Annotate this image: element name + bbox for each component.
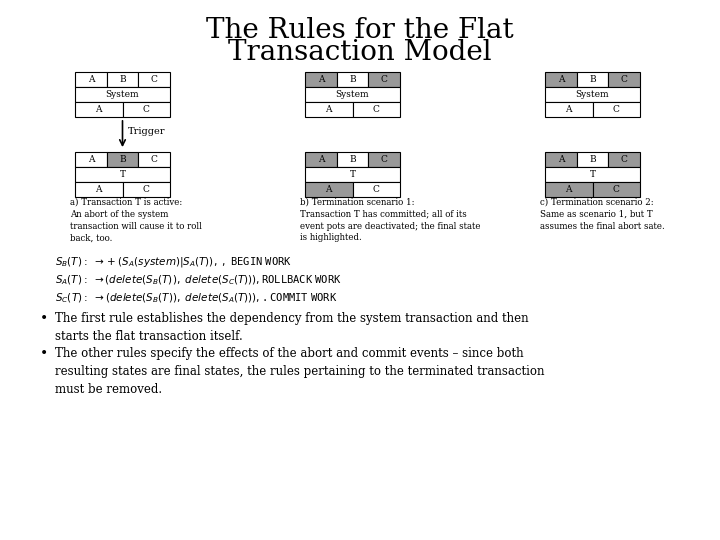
Text: B: B	[120, 75, 126, 84]
FancyBboxPatch shape	[545, 152, 577, 167]
Text: C: C	[150, 75, 158, 84]
Text: C: C	[613, 185, 620, 194]
FancyBboxPatch shape	[545, 102, 593, 117]
Text: A: A	[557, 75, 564, 84]
Text: Transaction Model: Transaction Model	[228, 38, 492, 65]
FancyBboxPatch shape	[122, 182, 170, 197]
Text: B: B	[120, 155, 126, 164]
FancyBboxPatch shape	[75, 72, 107, 87]
FancyBboxPatch shape	[138, 152, 170, 167]
FancyBboxPatch shape	[545, 167, 640, 182]
FancyBboxPatch shape	[577, 152, 608, 167]
FancyBboxPatch shape	[353, 182, 400, 197]
FancyBboxPatch shape	[75, 167, 170, 182]
Text: C: C	[373, 185, 379, 194]
FancyBboxPatch shape	[337, 152, 369, 167]
FancyBboxPatch shape	[545, 87, 640, 102]
Text: B: B	[349, 155, 356, 164]
FancyBboxPatch shape	[107, 152, 138, 167]
FancyBboxPatch shape	[608, 72, 640, 87]
Text: T: T	[349, 170, 356, 179]
Text: The Rules for the Flat: The Rules for the Flat	[206, 17, 514, 44]
Text: A: A	[325, 185, 332, 194]
Text: A: A	[96, 185, 102, 194]
Text: T: T	[120, 170, 125, 179]
Text: C: C	[621, 155, 628, 164]
Text: A: A	[325, 105, 332, 114]
Text: A: A	[88, 75, 94, 84]
Text: •: •	[40, 347, 48, 361]
FancyBboxPatch shape	[122, 102, 170, 117]
FancyBboxPatch shape	[369, 72, 400, 87]
Text: C: C	[381, 155, 387, 164]
Text: $S_B(T):\ \rightarrow +(S_A(system)|S_A(T)),\ ,\ \mathtt{BEGIN\ WORK}$: $S_B(T):\ \rightarrow +(S_A(system)|S_A(…	[55, 255, 292, 269]
FancyBboxPatch shape	[593, 182, 640, 197]
Text: A: A	[318, 155, 324, 164]
Text: $S_A(T):\ \rightarrow (delete(S_B(T)),\ delete(S_C(T))),\mathtt{ROLLBACK\ WORK}$: $S_A(T):\ \rightarrow (delete(S_B(T)),\ …	[55, 273, 341, 287]
FancyBboxPatch shape	[305, 167, 400, 182]
Text: C: C	[373, 105, 379, 114]
Text: A: A	[557, 155, 564, 164]
Text: The other rules specify the effects of the abort and commit events – since both
: The other rules specify the effects of t…	[55, 347, 544, 396]
FancyBboxPatch shape	[545, 182, 593, 197]
FancyBboxPatch shape	[608, 152, 640, 167]
Text: C: C	[613, 105, 620, 114]
FancyBboxPatch shape	[138, 72, 170, 87]
FancyBboxPatch shape	[337, 72, 369, 87]
Text: a) Transaction T is active:
An abort of the system
transaction will cause it to : a) Transaction T is active: An abort of …	[70, 198, 202, 242]
FancyBboxPatch shape	[593, 102, 640, 117]
FancyBboxPatch shape	[369, 152, 400, 167]
FancyBboxPatch shape	[107, 72, 138, 87]
Text: b) Termination scenario 1:
Transaction T has committed; all of its
event pots ar: b) Termination scenario 1: Transaction T…	[300, 198, 480, 242]
FancyBboxPatch shape	[577, 72, 608, 87]
Text: System: System	[336, 90, 369, 99]
Text: A: A	[565, 185, 572, 194]
FancyBboxPatch shape	[75, 87, 170, 102]
Text: System: System	[576, 90, 609, 99]
FancyBboxPatch shape	[75, 182, 122, 197]
Text: C: C	[143, 105, 150, 114]
Text: B: B	[349, 75, 356, 84]
FancyBboxPatch shape	[305, 87, 400, 102]
FancyBboxPatch shape	[305, 72, 337, 87]
FancyBboxPatch shape	[75, 102, 122, 117]
Text: System: System	[106, 90, 139, 99]
Text: The first rule establishes the dependency from the system transaction and then
s: The first rule establishes the dependenc…	[55, 312, 528, 343]
FancyBboxPatch shape	[353, 102, 400, 117]
FancyBboxPatch shape	[305, 152, 337, 167]
Text: C: C	[143, 185, 150, 194]
Text: c) Termination scenario 2:
Same as scenario 1, but T
assumes the final abort sat: c) Termination scenario 2: Same as scena…	[540, 198, 665, 231]
FancyBboxPatch shape	[545, 72, 577, 87]
Text: A: A	[318, 75, 324, 84]
Text: C: C	[381, 75, 387, 84]
Text: Trigger: Trigger	[127, 127, 165, 137]
Text: C: C	[150, 155, 158, 164]
FancyBboxPatch shape	[75, 152, 107, 167]
Text: T: T	[590, 170, 595, 179]
FancyBboxPatch shape	[305, 102, 353, 117]
Text: A: A	[565, 105, 572, 114]
Text: B: B	[589, 75, 596, 84]
Text: A: A	[88, 155, 94, 164]
FancyBboxPatch shape	[305, 182, 353, 197]
Text: B: B	[589, 155, 596, 164]
Text: •: •	[40, 312, 48, 326]
Text: A: A	[96, 105, 102, 114]
Text: C: C	[621, 75, 628, 84]
Text: $S_C(T):\ \rightarrow (delete(S_B(T)),\ delete(S_A(T))),\mathtt{.COMMIT\ WORK}$: $S_C(T):\ \rightarrow (delete(S_B(T)),\ …	[55, 291, 338, 305]
